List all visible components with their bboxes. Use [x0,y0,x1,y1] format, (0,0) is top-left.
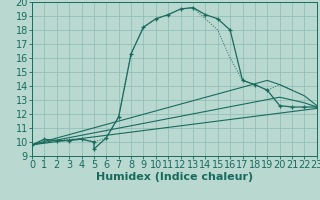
X-axis label: Humidex (Indice chaleur): Humidex (Indice chaleur) [96,172,253,182]
